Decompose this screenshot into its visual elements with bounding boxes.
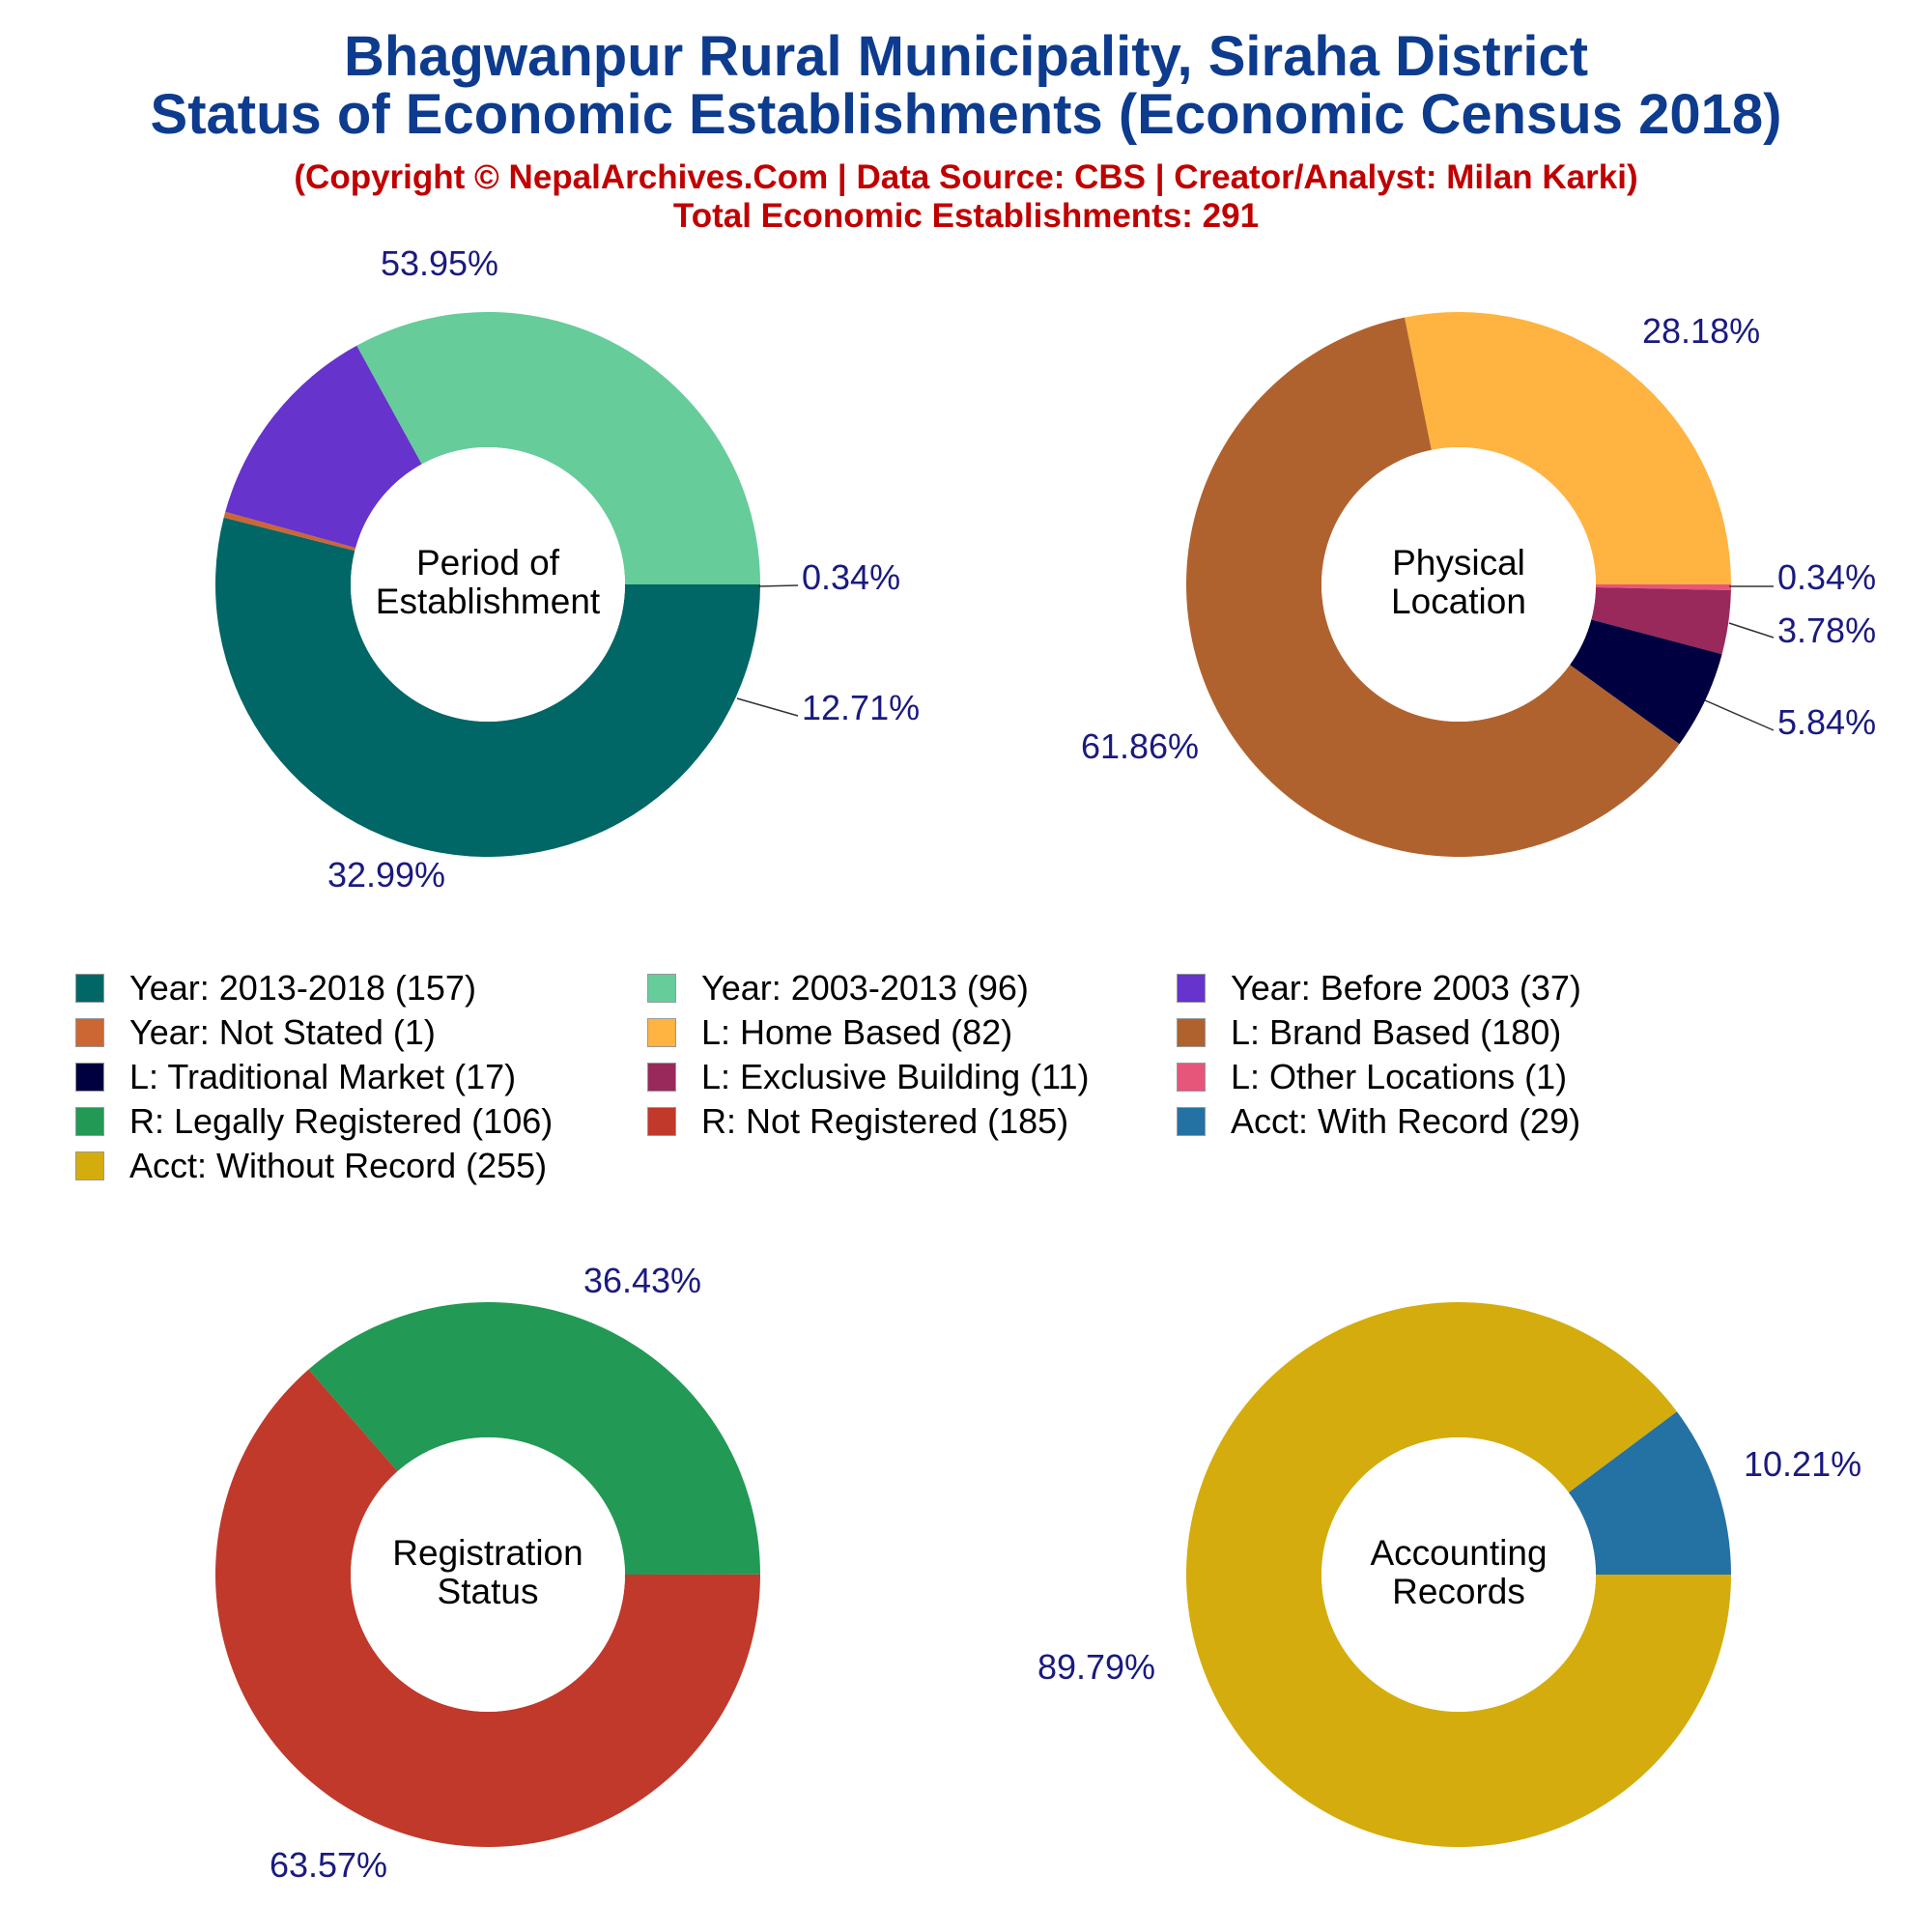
legend-item: L: Other Locations (1) bbox=[1177, 1055, 1567, 1099]
chart-subtitle-total: Total Economic Establishments: 291 bbox=[672, 197, 1260, 235]
pie-slice bbox=[215, 517, 761, 858]
legend-label: Year: Not Stated (1) bbox=[129, 1012, 436, 1052]
legend-item: Acct: Without Record (255) bbox=[75, 1144, 547, 1188]
slice-percent-label: 28.18% bbox=[1642, 311, 1760, 351]
donut-hole bbox=[1321, 1437, 1596, 1712]
legend-item: Year: 2013-2018 (157) bbox=[75, 966, 476, 1010]
legend-label: Year: 2003-2013 (96) bbox=[701, 968, 1029, 1008]
legend-label: L: Home Based (82) bbox=[701, 1012, 1013, 1052]
legend-item: Acct: With Record (29) bbox=[1177, 1099, 1580, 1144]
legend-item: R: Not Registered (185) bbox=[647, 1099, 1068, 1144]
legend-swatch bbox=[75, 1063, 104, 1092]
pie-slice bbox=[225, 345, 422, 549]
legend-item: L: Exclusive Building (11) bbox=[647, 1055, 1090, 1099]
legend-item: Year: 2003-2013 (96) bbox=[647, 966, 1029, 1010]
legend-item: L: Home Based (82) bbox=[647, 1010, 1012, 1055]
slice-percent-label: 63.57% bbox=[270, 1845, 387, 1885]
legend-swatch bbox=[647, 1063, 676, 1092]
donut-center-label: Physical bbox=[1392, 543, 1525, 582]
legend-item: Year: Before 2003 (37) bbox=[1177, 966, 1581, 1010]
legend-swatch bbox=[1177, 974, 1206, 1003]
slice-percent-label: 0.34% bbox=[1777, 557, 1876, 597]
legend-swatch bbox=[75, 1018, 104, 1047]
pie-slice bbox=[1405, 312, 1731, 584]
legend-swatch bbox=[75, 1107, 104, 1136]
chart-subtitle-copyright: (Copyright © NepalArchives.Com | Data So… bbox=[294, 158, 1638, 196]
legend-swatch bbox=[647, 974, 676, 1003]
legend-label: R: Not Registered (185) bbox=[701, 1101, 1069, 1141]
label-leader-line bbox=[736, 697, 799, 717]
legend-label: Year: Before 2003 (37) bbox=[1231, 968, 1581, 1008]
pie-slice bbox=[1186, 317, 1680, 857]
legend-swatch bbox=[1177, 1018, 1206, 1047]
pie-slice bbox=[1595, 583, 1732, 591]
donut-hole bbox=[351, 1437, 625, 1712]
legend-label: Acct: With Record (29) bbox=[1231, 1101, 1581, 1141]
pie-slice bbox=[223, 511, 356, 552]
pie-slice bbox=[1186, 1302, 1731, 1847]
legend-swatch bbox=[1177, 1063, 1206, 1092]
legend-label: L: Other Locations (1) bbox=[1231, 1057, 1568, 1096]
slice-percent-label: 36.43% bbox=[583, 1261, 701, 1300]
pie-slice bbox=[1570, 619, 1722, 745]
legend-label: Year: 2013-2018 (157) bbox=[129, 968, 476, 1008]
legend-swatch bbox=[75, 1151, 104, 1180]
donut-center-label: Status bbox=[438, 1572, 539, 1611]
slice-percent-label: 53.95% bbox=[381, 243, 498, 283]
slice-percent-label: 10.21% bbox=[1744, 1444, 1861, 1484]
pie-slice bbox=[1568, 1411, 1731, 1576]
donut-center-label: Accounting bbox=[1370, 1533, 1547, 1573]
slice-percent-label: 3.78% bbox=[1777, 611, 1876, 650]
slice-percent-label: 32.99% bbox=[327, 855, 445, 895]
slice-percent-label: 12.71% bbox=[802, 688, 920, 727]
chart-title-line1: Bhagwanpur Rural Municipality, Siraha Di… bbox=[343, 25, 1589, 88]
legend-label: Acct: Without Record (255) bbox=[129, 1146, 548, 1185]
legend-item: L: Brand Based (180) bbox=[1177, 1010, 1561, 1055]
donut-hole bbox=[1321, 447, 1596, 722]
label-leader-line bbox=[1704, 699, 1775, 731]
slice-percent-label: 0.34% bbox=[802, 557, 900, 597]
label-leader-line bbox=[1728, 622, 1775, 639]
legend-swatch bbox=[647, 1107, 676, 1136]
legend-swatch bbox=[75, 974, 104, 1003]
donut-center-label: Registration bbox=[392, 1533, 582, 1573]
chart-title-line2: Status of Economic Establishments (Econo… bbox=[150, 83, 1782, 146]
donut-center-label: Period of bbox=[416, 543, 560, 582]
slice-percent-label: 5.84% bbox=[1777, 702, 1876, 742]
pie-slice bbox=[356, 312, 760, 584]
slice-percent-label: 61.86% bbox=[1081, 726, 1199, 766]
pie-slice bbox=[1591, 587, 1731, 655]
legend-swatch bbox=[1177, 1107, 1206, 1136]
legend-label: R: Legally Registered (106) bbox=[129, 1101, 554, 1141]
slice-percent-label: 89.79% bbox=[1037, 1647, 1155, 1687]
legend-label: L: Brand Based (180) bbox=[1231, 1012, 1562, 1052]
donut-hole bbox=[351, 447, 625, 722]
donut-center-label: Location bbox=[1391, 582, 1526, 621]
legend-item: R: Legally Registered (106) bbox=[75, 1099, 553, 1144]
legend-label: L: Traditional Market (17) bbox=[129, 1057, 517, 1096]
legend-label: L: Exclusive Building (11) bbox=[701, 1057, 1090, 1096]
legend-item: Year: Not Stated (1) bbox=[75, 1010, 436, 1055]
label-leader-line bbox=[757, 584, 799, 587]
pie-slice bbox=[215, 1369, 761, 1847]
donut-center-label: Records bbox=[1392, 1572, 1525, 1611]
legend-item: L: Traditional Market (17) bbox=[75, 1055, 516, 1099]
pie-slice bbox=[308, 1301, 760, 1575]
donut-center-label: Establishment bbox=[376, 582, 601, 621]
legend-swatch bbox=[647, 1018, 676, 1047]
